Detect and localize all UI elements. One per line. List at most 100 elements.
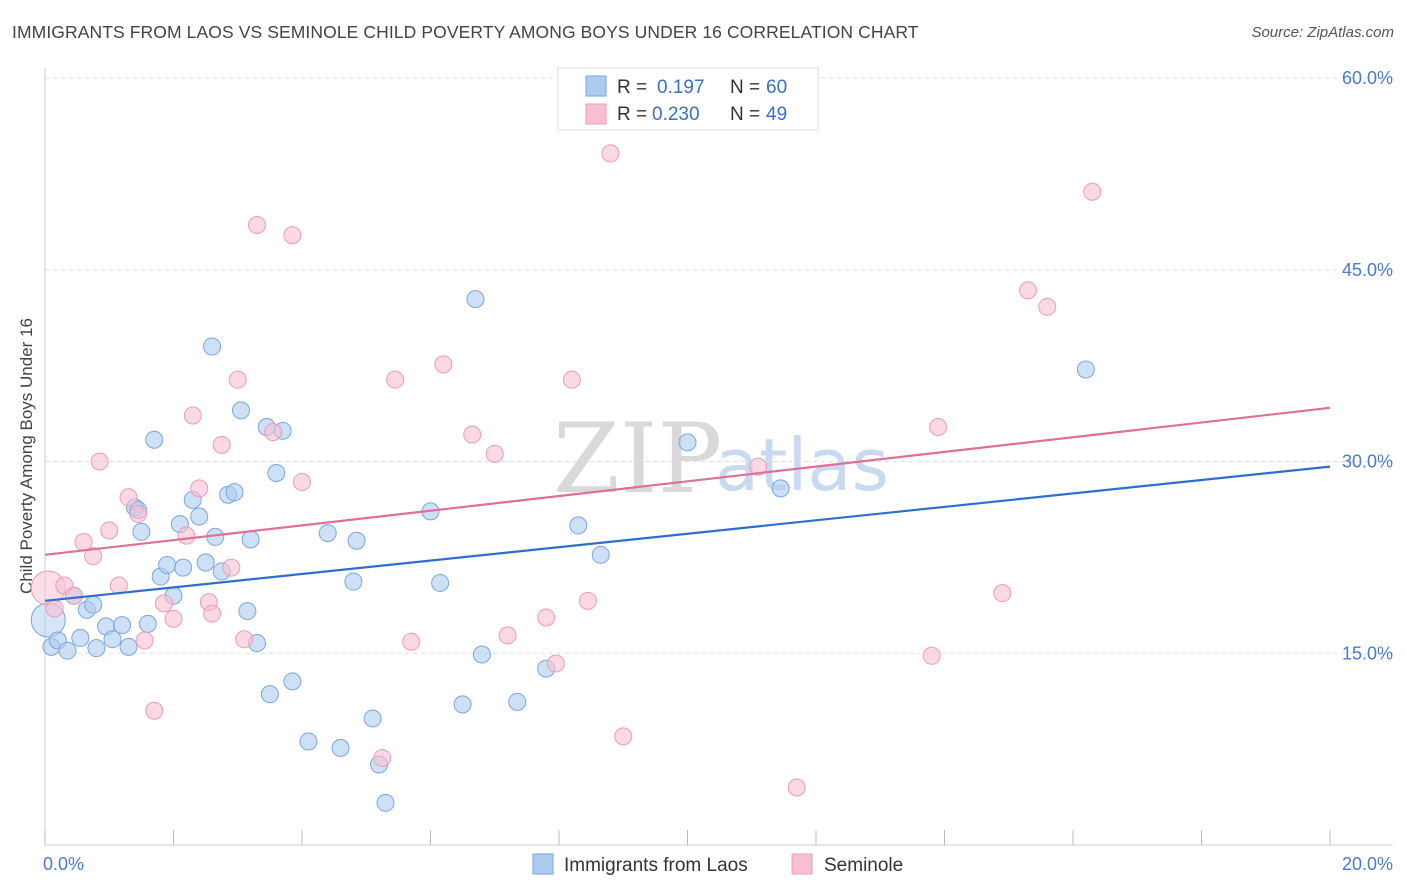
laos-point: [138, 614, 157, 633]
laos-point: [71, 628, 90, 647]
x-tick-label-max: 20.0%: [1342, 854, 1393, 874]
seminole-point: [235, 630, 254, 649]
trend-lines: [44, 406, 1331, 602]
seminole-trend-line: [44, 406, 1331, 556]
laos-point: [569, 516, 588, 535]
source-credit: Source: ZipAtlas.com: [1251, 24, 1394, 41]
stats-legend-r-label: R =: [617, 104, 647, 125]
seminole-point: [145, 701, 164, 720]
seminole-point: [90, 452, 109, 471]
seminole-point: [203, 604, 222, 623]
y-tick-label: 15.0%: [1342, 643, 1393, 663]
laos-point: [58, 641, 77, 660]
seminole-point: [749, 457, 768, 476]
legend-label-laos: Immigrants from Laos: [564, 855, 748, 876]
seminole-point: [264, 423, 283, 442]
seminole-point: [222, 558, 241, 577]
y-tick-label: 60.0%: [1342, 68, 1393, 88]
seminole-point: [373, 749, 392, 768]
seminole-point: [546, 654, 565, 673]
laos-point: [508, 692, 527, 711]
seminole-point: [386, 370, 405, 389]
seminole-point: [601, 144, 620, 163]
watermark-zip: ZIP: [553, 403, 722, 515]
seminole-point: [562, 370, 581, 389]
watermark-atlas: atlas: [715, 423, 889, 507]
seminole-point: [228, 370, 247, 389]
laos-trend-line: [44, 465, 1331, 602]
laos-point: [103, 630, 122, 649]
seminole-point: [64, 586, 83, 605]
seminole-point: [787, 778, 806, 797]
laos-point: [299, 732, 318, 751]
laos-point: [344, 572, 363, 591]
seminole-point: [537, 608, 556, 627]
seminole-point: [100, 521, 119, 540]
stats-legend-n-value: 49: [766, 104, 787, 125]
laos-point: [466, 290, 485, 309]
y-axis-label: Child Poverty Among Boys Under 16: [17, 318, 36, 594]
laos-point: [267, 464, 286, 483]
seminole-point: [212, 435, 231, 454]
seminole-point: [183, 406, 202, 425]
laos-point: [196, 553, 215, 572]
watermark: ZIP atlas: [553, 403, 889, 515]
laos-point: [678, 433, 697, 452]
x-ticks: [44, 830, 1331, 845]
seminole-point: [1038, 297, 1057, 316]
laos-point: [241, 530, 260, 549]
laos-point: [376, 793, 395, 812]
series-legend: Immigrants from Laos Seminole: [532, 853, 903, 876]
seminole-point: [498, 626, 517, 645]
laos-point: [431, 573, 450, 592]
stats-legend-swatch-pink: [585, 103, 607, 125]
seminole-point: [45, 599, 64, 618]
stats-legend-r-value: 0.197: [657, 77, 705, 98]
laos-point: [318, 524, 337, 543]
seminole-point: [177, 526, 196, 545]
laos-point: [283, 672, 302, 691]
laos-point: [1076, 360, 1095, 379]
seminole-point: [283, 226, 302, 245]
legend-swatch-laos: [532, 853, 554, 875]
laos-point: [591, 545, 610, 564]
laos-point: [87, 639, 106, 658]
laos-point: [119, 637, 138, 656]
x-tick-label-min: 0.0%: [43, 854, 84, 874]
stats-legend-n-label: N =: [730, 104, 760, 125]
stats-legend-n-value: 60: [766, 77, 787, 98]
seminole-point: [929, 417, 948, 436]
laos-point: [260, 685, 279, 704]
seminole-point: [1019, 281, 1038, 300]
stats-legend: R = 0.197 N = 60 R = 0.230 N = 49: [557, 67, 819, 131]
laos-point: [145, 430, 164, 449]
laos-point: [225, 483, 244, 502]
laos-point: [453, 695, 472, 714]
laos-point: [190, 507, 209, 526]
seminole-point: [129, 504, 148, 523]
seminole-point: [84, 547, 103, 566]
seminole-point: [993, 584, 1012, 603]
y-tick-label: 30.0%: [1342, 452, 1393, 472]
laos-point: [363, 709, 382, 728]
y-tick-labels: 15.0% 30.0% 45.0% 60.0%: [1342, 68, 1393, 663]
seminole-point: [154, 594, 173, 613]
seminole-point: [402, 632, 421, 651]
laos-point: [158, 556, 177, 575]
laos-point: [771, 479, 790, 498]
seminole-point: [578, 591, 597, 610]
laos-point: [231, 401, 250, 420]
seminole-point: [119, 488, 138, 507]
axes: [44, 68, 1393, 846]
seminole-point: [614, 727, 633, 746]
stats-legend-swatch-blue: [585, 75, 607, 97]
seminole-point: [135, 631, 154, 650]
seminole-point: [485, 444, 504, 463]
laos-point: [331, 738, 350, 757]
laos-point: [472, 645, 491, 664]
stats-legend-r-value: 0.230: [652, 104, 700, 125]
legend-swatch-seminole: [791, 853, 813, 875]
stats-legend-n-label: N =: [730, 77, 760, 98]
data-points: [30, 144, 1102, 812]
